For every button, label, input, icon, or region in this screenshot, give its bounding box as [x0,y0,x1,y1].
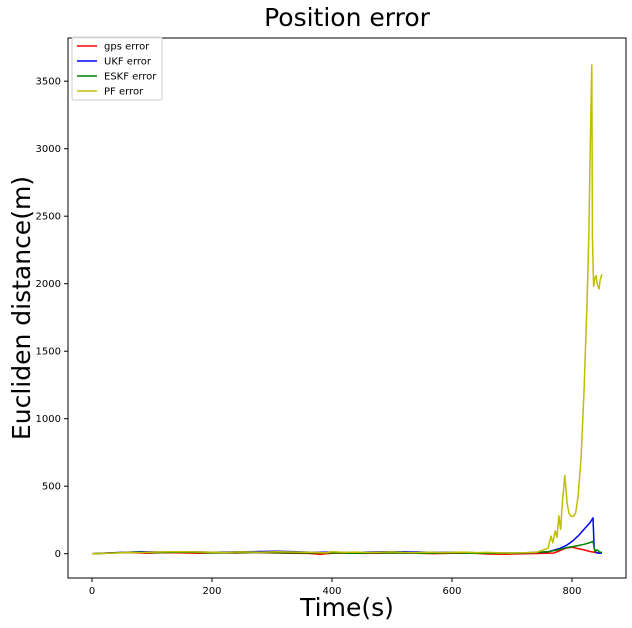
legend-entry: PF error [104,87,144,98]
series-line-pf-error [91,64,603,555]
x-tick-label: 800 [562,586,581,597]
y-tick-label: 1000 [36,414,61,425]
plot-area [67,37,627,579]
ticks-layer: 0 200 400 600 800 0 500 1000 1500 2000 2500 3000 350… [36,77,582,597]
y-tick-label: 0 [55,549,61,560]
y-tick-label: 3000 [36,144,61,155]
y-tick-label: 1500 [36,347,61,358]
y-tick-label: 500 [42,482,61,493]
legend-entry: UKF error [104,57,152,68]
legend-frame [71,36,163,101]
legend-entry: ESKF error [104,72,157,83]
x-tick-label: 600 [442,586,461,597]
y-tick-label: 3500 [36,77,61,88]
y-tick-label: 2500 [36,212,61,223]
x-tick-label: 0 [89,586,95,597]
x-tick-label: 200 [202,586,221,597]
legend-entry: gps error [104,42,150,53]
y-tick-label: 2000 [36,279,61,290]
y-axis-label: Eucliden distance(m) [7,176,36,440]
legend: gps error UKF error ESKF error PF error [71,36,163,101]
x-axis-label: Time(s) [299,593,394,622]
series-layer [91,64,603,555]
x-tick-label: 400 [322,586,341,597]
chart-title: Position error [264,3,431,32]
